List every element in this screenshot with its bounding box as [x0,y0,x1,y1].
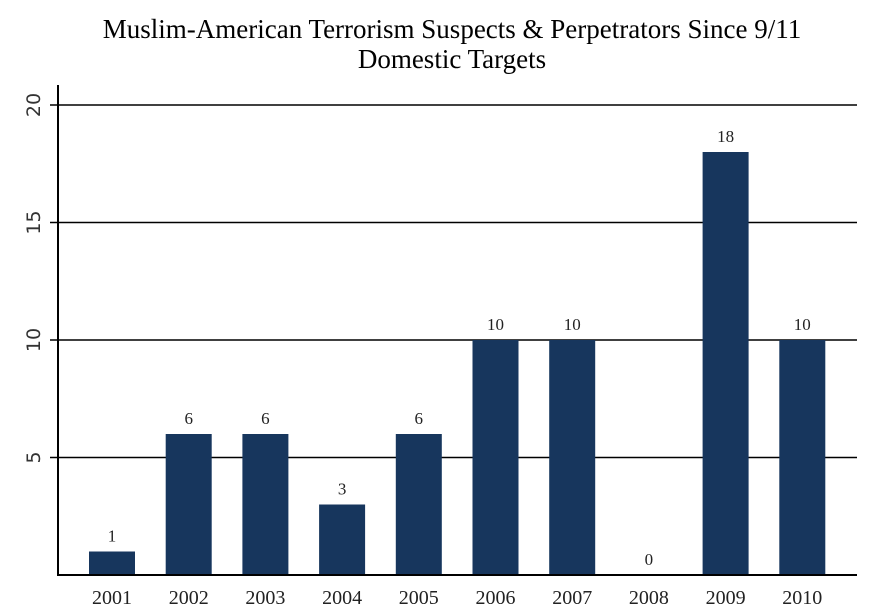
data-label: 1 [108,527,117,546]
x-tick-label: 2007 [552,587,592,609]
x-tick-label: 2010 [782,587,822,609]
x-tick-label: 2003 [245,587,285,609]
x-tick-label: 2001 [92,587,132,609]
chart-title: Muslim-American Terrorism Suspects & Per… [102,14,802,44]
bar [779,340,826,575]
bar [702,152,749,575]
y-tick-label: 10 [23,328,45,352]
y-tick-label: 5 [23,451,45,463]
bar [319,504,366,575]
x-tick-label: 2005 [399,587,439,609]
x-tick-label: 2006 [476,587,516,609]
bar [242,434,289,575]
bar [395,434,442,575]
data-label: 10 [564,315,581,334]
data-label: 0 [645,550,654,569]
bar [549,340,596,575]
data-label: 10 [487,315,504,334]
data-label: 6 [184,409,193,428]
bar [165,434,212,575]
bar [89,551,135,575]
bar [472,340,519,575]
x-tick-label: 2004 [322,587,362,609]
bars [89,152,826,575]
data-label: 18 [717,127,734,146]
y-tick-label: 20 [23,93,45,117]
y-tick-label: 15 [23,210,45,234]
data-label: 6 [261,409,270,428]
data-label: 10 [794,315,811,334]
x-tick-label: 2008 [629,587,669,609]
x-tick-label: 2002 [169,587,209,609]
data-label: 3 [338,480,347,499]
chart-subtitle: Domestic Targets [357,44,547,74]
value-labels: 1 6 6 3 6 10 10 0 18 10 [108,127,811,569]
y-tick-labels: 5 10 15 20 [23,93,45,464]
data-label: 6 [415,409,424,428]
x-tick-label: 2009 [706,587,746,609]
x-tick-labels: 2001 2002 2003 2004 2005 2006 2007 2008 2009 2010 [92,587,822,609]
